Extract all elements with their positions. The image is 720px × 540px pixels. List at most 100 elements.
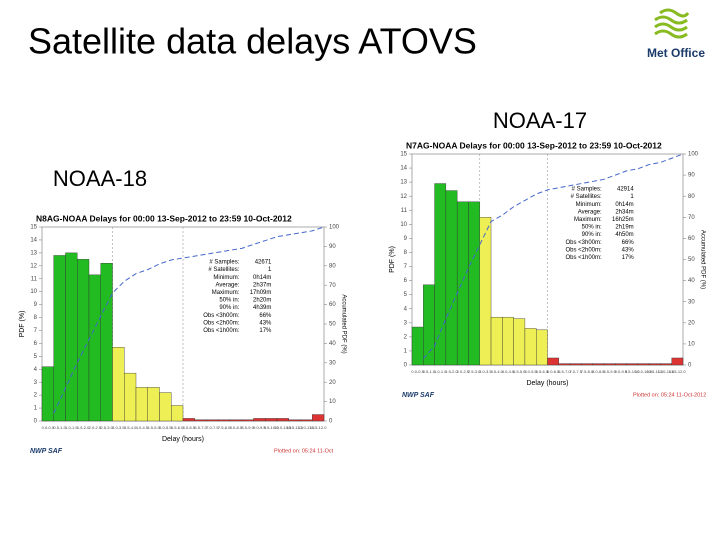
bar (592, 363, 605, 366)
y2-tick-label: 40 (329, 341, 336, 347)
y-tick-label: 13 (400, 180, 407, 186)
y2-tick-label: 30 (688, 299, 695, 305)
bar (513, 318, 526, 366)
y-tick-label: 14 (400, 166, 407, 172)
x-tick-label: 2.0-2.5 (89, 425, 102, 430)
chart-heading: NOAA-18 (53, 166, 147, 191)
bar (124, 372, 137, 422)
chart: NOAA-18 N8AG-NOAA Delays for 00:00 13-Sep… (0, 166, 350, 470)
stat-label: # Satellites: (208, 267, 239, 273)
y-tick-label: 2 (34, 393, 38, 399)
chart-title: N8AG-NOAA Delays for 00:00 13-Sep-2012 t… (36, 213, 292, 223)
bar (626, 363, 639, 366)
bar (300, 419, 313, 422)
bar (569, 363, 582, 366)
y-axis-label: PDF (%) (19, 311, 26, 338)
y-tick-label: 2 (404, 334, 408, 340)
footer: NWP SAF (402, 392, 435, 399)
y2-axis-label: Accumulated PDF (%) (699, 230, 705, 289)
stat-value: 2h37m (253, 282, 271, 288)
x-tick-label: 9.0-9.5 (253, 425, 266, 430)
stat-label: 50% in: (219, 298, 239, 304)
stat-label: Minimum: (213, 275, 239, 281)
slide-title: Satellite data delays ATOVS (28, 21, 477, 62)
y2-tick-label: 20 (688, 320, 695, 326)
bar (88, 274, 101, 422)
y2-tick-label: 70 (329, 283, 336, 289)
y2-tick-label: 90 (688, 173, 695, 179)
bar (253, 418, 266, 422)
plotted-on: Plotted on: 05:24 11-Oct (274, 448, 334, 454)
x-axis-label: Delay (hours) (162, 436, 204, 443)
logo-text: Met Office (647, 46, 705, 60)
bar (135, 387, 148, 422)
y-tick-label: 12 (400, 194, 407, 200)
x-tick-label: 7.5-8.0 (218, 425, 231, 430)
y-tick-label: 0 (404, 363, 408, 369)
x-tick-label: 3.5-4.0 (490, 369, 503, 374)
y2-tick-label: 70 (688, 215, 695, 221)
stat-label: Maximum: (212, 290, 240, 296)
x-tick-label: 8.0-8.5 (592, 369, 605, 374)
y-tick-label: 15 (400, 152, 407, 158)
chart-heading: NOAA-17 (493, 108, 587, 133)
bar (276, 418, 289, 422)
y2-tick-label: 100 (329, 225, 340, 231)
bar (171, 405, 184, 422)
y-tick-label: 13 (30, 250, 37, 256)
x-tick-label: 3.5-4.0 (124, 425, 137, 430)
stat-label: # Satellites: (571, 194, 602, 200)
y-tick-label: 14 (30, 238, 37, 244)
y2-tick-label: 20 (329, 380, 336, 386)
stat-value: 2h20m (253, 298, 271, 304)
y2-tick-label: 100 (688, 152, 699, 158)
x-tick-label: 9.5-10.0 (625, 369, 640, 374)
y-tick-label: 4 (404, 306, 408, 312)
x-tick-label: 6.5-7.0 (558, 369, 571, 374)
y2-tick-label: 80 (688, 194, 695, 200)
y-tick-label: 6 (404, 278, 408, 284)
y-tick-label: 3 (34, 380, 38, 386)
y2-tick-label: 50 (688, 257, 695, 263)
y-tick-label: 15 (30, 225, 37, 231)
x-tick-label: 0.5-1.0 (423, 369, 436, 374)
plot-frame (0, 206, 350, 470)
x-tick-label: 7.5-8.0 (581, 369, 594, 374)
stat-value: 43% (622, 247, 635, 253)
stat-value: 66% (622, 240, 635, 246)
y2-tick-label: 30 (329, 360, 336, 366)
y-tick-label: 6 (34, 341, 38, 347)
y-tick-label: 7 (404, 264, 408, 270)
x-tick-label: 1.5-2.0 (445, 369, 458, 374)
bar (218, 419, 231, 422)
y-tick-label: 4 (34, 367, 38, 373)
y-tick-label: 1 (34, 406, 38, 412)
y2-tick-label: 80 (329, 263, 336, 269)
x-tick-label: 8.5-9.0 (603, 369, 616, 374)
bar (536, 329, 548, 366)
y-tick-label: 9 (34, 302, 38, 308)
stat-value: 1 (630, 194, 634, 200)
x-tick-label: 11.5-12.0 (669, 369, 686, 374)
x-tick-label: 4.5-5.0 (513, 369, 526, 374)
stat-value: 1 (268, 267, 272, 273)
x-tick-label: 5.5-6.0 (536, 369, 549, 374)
stat-value: 66% (259, 313, 272, 319)
stat-label: 90% in: (219, 305, 239, 311)
stat-label: Minimum: (576, 202, 602, 208)
y2-tick-label: 0 (329, 419, 333, 425)
x-tick-label: 2.0-2.5 (457, 369, 470, 374)
bar (479, 217, 492, 366)
bar (615, 363, 627, 366)
bar (229, 419, 242, 422)
logo: Met Office (647, 8, 705, 60)
stat-value: 43% (259, 320, 272, 326)
bar (547, 357, 559, 366)
stat-label: Obs <1h00m: (203, 328, 240, 334)
x-tick-label: 8.5-9.0 (241, 425, 254, 430)
chart: NOAA-17 N7AG-NOAA Delays for 00:00 13-Sep… (372, 108, 720, 399)
x-tick-label: 11.5-12.0 (310, 425, 327, 430)
x-tick-label: 9.0-9.5 (615, 369, 628, 374)
x-tick-label: 10.5-11.0 (286, 425, 303, 430)
